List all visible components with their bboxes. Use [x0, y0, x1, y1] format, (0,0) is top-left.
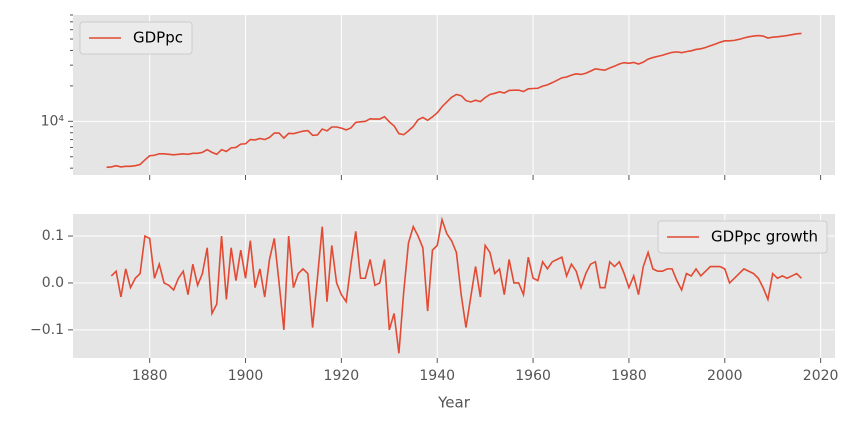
y-tick-label: 0.0: [42, 275, 64, 291]
x-tick-label: 1900: [228, 368, 264, 384]
legend-box: [79, 21, 193, 55]
legend: GDPpc growth: [657, 220, 828, 254]
x-tick-label: 1920: [324, 368, 360, 384]
x-tick-label: 1980: [611, 368, 647, 384]
legend-box: [657, 220, 828, 254]
x-tick-label: 1960: [515, 368, 551, 384]
x-tick-label: 1880: [132, 368, 168, 384]
legend: GDPpc: [79, 21, 193, 55]
y-tick-label: −0.1: [30, 322, 64, 338]
x-tick-label: 1940: [419, 368, 455, 384]
x-tick-label: 2000: [707, 368, 743, 384]
legend-label: GDPpc growth: [711, 228, 818, 246]
y-tick-label: 0.1: [42, 228, 64, 244]
x-axis-label: Year: [437, 394, 471, 412]
legend-label: GDPpc: [133, 29, 183, 47]
x-tick-label: 2020: [803, 368, 839, 384]
series-line: [110, 216, 803, 354]
y-tick-label: 10⁴: [41, 113, 65, 129]
series-line: [106, 32, 802, 169]
